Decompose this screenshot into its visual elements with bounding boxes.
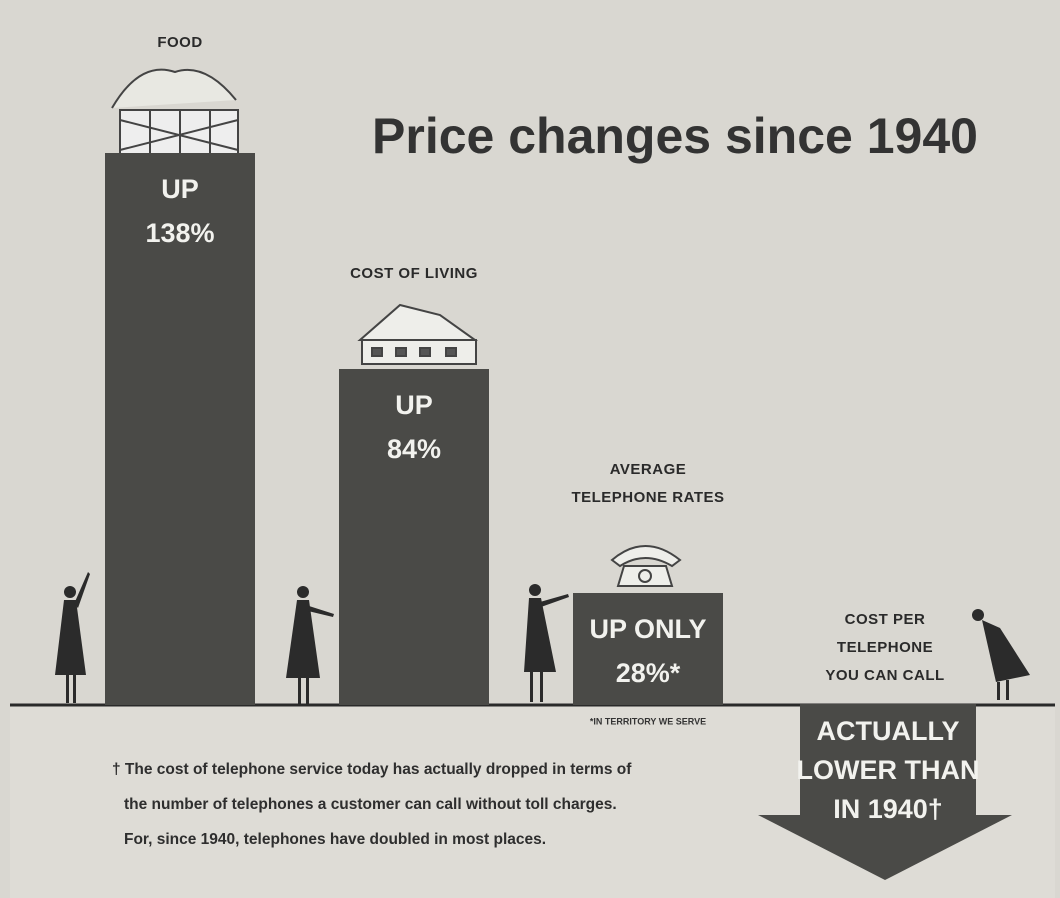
bar (573, 593, 723, 705)
chart: Price changes since 1940 *IN TERRITORY W… (0, 0, 1060, 898)
arrow-label: LOWER THAN (797, 755, 980, 785)
category-label: AVERAGE (610, 461, 687, 478)
value-label: UP (161, 174, 199, 204)
category-label: COST OF LIVING (350, 265, 478, 282)
arrow-label: ACTUALLY (816, 716, 959, 746)
chart-title: Price changes since 1940 (372, 108, 978, 164)
basket-icon (112, 70, 238, 154)
value-label: UP (395, 390, 433, 420)
value-label: UP ONLY (589, 614, 706, 644)
category-label: FOOD (157, 34, 202, 51)
note-line: For, since 1940, telephones have doubled… (124, 831, 546, 848)
value-label: 28%* (616, 658, 681, 688)
footnote: *IN TERRITORY WE SERVE (590, 716, 706, 726)
category-label: TELEPHONE RATES (571, 489, 724, 506)
note-line: † The cost of telephone service today ha… (112, 761, 632, 778)
value-label: 84% (387, 434, 441, 464)
arrow-category-label: COST PER (845, 611, 926, 628)
value-label: 138% (145, 218, 214, 248)
arrow-category-label: YOU CAN CALL (825, 667, 944, 684)
arrow-category-label: TELEPHONE (837, 639, 933, 656)
arrow-label: IN 1940† (833, 794, 943, 824)
note-line: the number of telephones a customer can … (124, 796, 617, 813)
